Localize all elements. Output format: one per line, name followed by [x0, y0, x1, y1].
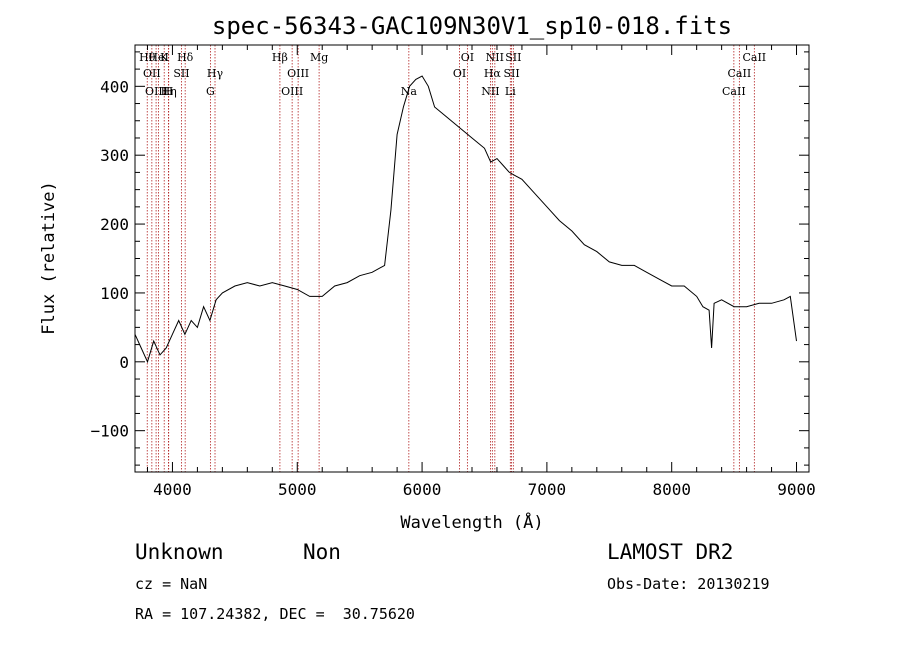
spectral-line-label: Hβ — [272, 51, 288, 64]
spectral-line-label: Li — [505, 85, 516, 98]
spectral-line-label: CaII — [742, 51, 766, 64]
y-axis: −100 0 100 200 300 400 — [90, 51, 809, 466]
object-class: Unknown — [135, 540, 224, 564]
x-axis: 4000 5000 6000 7000 8000 9000 — [146, 45, 816, 499]
spectral-line-label: H — [164, 85, 174, 98]
spectral-line-label: Hα — [484, 67, 502, 80]
spectral-line-label: NII — [486, 51, 504, 64]
spectral-line-label: HeI — [148, 51, 168, 64]
spectral-line-label: Hδ — [177, 51, 194, 64]
x-tick-label: 5000 — [278, 480, 317, 499]
spectral-line-label: G — [206, 85, 215, 98]
y-tick-label: 100 — [100, 284, 129, 303]
object-subclass: Non — [303, 540, 341, 564]
spectral-line-label: Hγ — [207, 67, 224, 80]
spectral-line-label: K — [160, 51, 169, 64]
spectral-line-label: Hθ — [139, 51, 156, 64]
y-tick-label: −100 — [90, 422, 129, 441]
x-tick-label: 7000 — [528, 480, 567, 499]
spectral-line-label: CaII — [728, 67, 752, 80]
spectral-line-label: OI — [461, 51, 474, 64]
spectral-line-label: OIII — [281, 85, 303, 98]
x-tick-label: 6000 — [403, 480, 442, 499]
survey-name: LAMOST DR2 — [607, 540, 733, 564]
spectral-line-label: OI — [453, 67, 466, 80]
spectral-line-label: SII — [505, 51, 521, 64]
y-tick-label: 400 — [100, 77, 129, 96]
spectral-line-label: OIII — [145, 85, 167, 98]
spectral-line-label: Hη — [161, 85, 177, 98]
chart-title: spec-56343-GAC109N30V1_sp10-018.fits — [212, 12, 732, 40]
spectral-line-label: CaII — [722, 85, 746, 98]
x-tick-label: 8000 — [652, 480, 691, 499]
spectral-line-labels: HθOIIOIIIHeIKHηHSIIHδGHγHβOIIIOIIIMgNaOI… — [139, 51, 766, 98]
spectral-line-markers — [146, 45, 755, 472]
x-axis-label: Wavelength (Å) — [400, 511, 543, 533]
spectral-line-label: OIII — [287, 67, 309, 80]
y-tick-label: 300 — [100, 146, 129, 165]
spectral-line-label: OII — [143, 67, 161, 80]
obs-date: Obs-Date: 20130219 — [607, 575, 770, 593]
spectral-line-label: Mg — [310, 51, 328, 64]
plot-frame — [134, 44, 810, 473]
y-axis-label: Flux (relative) — [39, 181, 59, 335]
spectral-line-label: SII — [503, 67, 519, 80]
y-tick-label: 0 — [119, 353, 129, 372]
x-tick-label: 4000 — [153, 480, 192, 499]
flux-series-line — [134, 75, 797, 364]
y-tick-label: 200 — [100, 215, 129, 234]
spectral-line-label: Na — [401, 85, 418, 98]
spectral-line-label: SII — [173, 67, 189, 80]
x-tick-label: 9000 — [777, 480, 816, 499]
redshift-text: cz = NaN — [135, 575, 207, 593]
coordinates-text: RA = 107.24382, DEC = 30.75620 — [135, 605, 415, 623]
spectral-line-label: NII — [481, 85, 499, 98]
